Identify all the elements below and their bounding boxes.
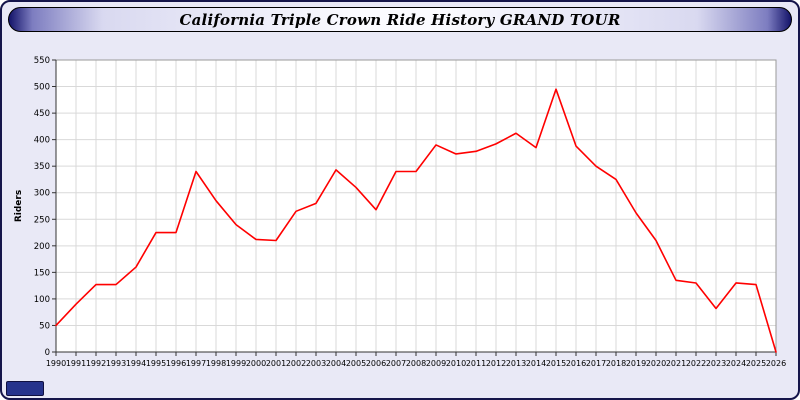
svg-text:2018: 2018 (606, 359, 626, 368)
svg-text:2005: 2005 (346, 359, 366, 368)
svg-text:2025: 2025 (746, 359, 766, 368)
svg-text:2000: 2000 (246, 359, 266, 368)
svg-text:550: 550 (34, 56, 50, 66)
page-title: California Triple Crown Ride History GRA… (179, 10, 621, 29)
corner-badge (6, 381, 44, 396)
svg-text:1990: 1990 (46, 359, 66, 368)
svg-text:2002: 2002 (286, 359, 306, 368)
svg-text:2017: 2017 (586, 359, 606, 368)
chart-panel: 0 50 100 150 200 250 300 350 400 450 500 550 1990 199… (10, 44, 794, 392)
svg-text:2020: 2020 (646, 359, 666, 368)
svg-text:500: 500 (34, 83, 50, 93)
svg-text:2012: 2012 (486, 359, 506, 368)
svg-text:2015: 2015 (546, 359, 566, 368)
svg-text:2013: 2013 (506, 359, 526, 368)
svg-text:2023: 2023 (706, 359, 726, 368)
svg-text:1995: 1995 (146, 359, 166, 368)
svg-text:450: 450 (34, 109, 50, 119)
svg-text:150: 150 (34, 268, 50, 278)
svg-text:200: 200 (34, 242, 50, 252)
svg-text:1997: 1997 (186, 359, 206, 368)
svg-text:2011: 2011 (466, 359, 486, 368)
svg-text:2019: 2019 (626, 359, 646, 368)
svg-text:2026: 2026 (766, 359, 786, 368)
y-axis-label: Riders (14, 190, 24, 222)
svg-text:2010: 2010 (446, 359, 466, 368)
svg-text:1998: 1998 (206, 359, 226, 368)
svg-text:1992: 1992 (86, 359, 106, 368)
svg-text:1996: 1996 (166, 359, 186, 368)
svg-text:2009: 2009 (426, 359, 446, 368)
title-bar: California Triple Crown Ride History GRA… (8, 7, 792, 32)
svg-text:2016: 2016 (566, 359, 586, 368)
svg-text:50: 50 (39, 321, 50, 331)
svg-text:1991: 1991 (66, 359, 86, 368)
svg-text:1994: 1994 (126, 359, 146, 368)
svg-text:2014: 2014 (526, 359, 546, 368)
svg-text:2003: 2003 (306, 359, 326, 368)
svg-text:1999: 1999 (226, 359, 246, 368)
svg-text:100: 100 (34, 295, 50, 305)
svg-text:1993: 1993 (106, 359, 126, 368)
svg-text:300: 300 (34, 189, 50, 199)
svg-text:0: 0 (45, 348, 50, 358)
svg-text:2022: 2022 (686, 359, 706, 368)
svg-text:2007: 2007 (386, 359, 406, 368)
svg-text:2021: 2021 (666, 359, 686, 368)
svg-text:2024: 2024 (726, 359, 746, 368)
svg-text:350: 350 (34, 162, 50, 172)
svg-text:2008: 2008 (406, 359, 426, 368)
svg-text:400: 400 (34, 136, 50, 146)
svg-text:2001: 2001 (266, 359, 286, 368)
svg-text:250: 250 (34, 215, 50, 225)
svg-text:2004: 2004 (326, 359, 346, 368)
svg-text:2006: 2006 (366, 359, 386, 368)
